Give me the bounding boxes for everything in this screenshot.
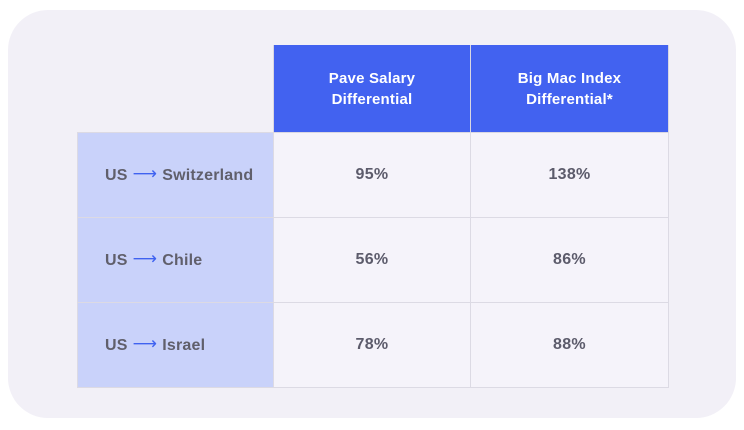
row-label-switzerland: US ⟶ Switzerland [77,132,274,218]
big-mac-value: 138% [470,132,669,218]
column-header-big-mac: Big Mac Index Differential* [470,45,669,133]
table-row-israel: US ⟶ Israel 78% 88% [77,302,669,388]
salary-differential-table: Pave Salary Differential Big Mac Index D… [77,45,669,388]
comparison-card: Pave Salary Differential Big Mac Index D… [8,10,736,418]
pave-salary-value: 95% [273,132,471,218]
row-label-israel: US ⟶ Israel [77,302,274,388]
big-mac-value: 86% [470,217,669,303]
to-country: Chile [162,252,203,269]
pave-salary-value: 56% [273,217,471,303]
big-mac-value: 88% [470,302,669,388]
column-header-pave-salary: Pave Salary Differential [273,45,471,133]
from-country: US [105,167,128,184]
from-country: US [105,252,128,269]
to-country: Switzerland [162,167,254,184]
to-country: Israel [162,337,206,354]
header-row: Pave Salary Differential Big Mac Index D… [78,45,669,133]
corner-spacer [78,45,274,133]
arrow-right-icon: ⟶ [132,334,158,354]
column-header-label: Big Mac Index Differential* [517,69,622,108]
column-header-label: Pave Salary Differential [328,69,416,108]
table-row-switzerland: US ⟶ Switzerland 95% 138% [77,132,669,218]
arrow-right-icon: ⟶ [132,249,158,269]
from-country: US [105,337,128,354]
arrow-right-icon: ⟶ [132,164,158,184]
row-label-chile: US ⟶ Chile [77,217,274,303]
table-row-chile: US ⟶ Chile 56% 86% [77,217,669,303]
pave-salary-value: 78% [273,302,471,388]
